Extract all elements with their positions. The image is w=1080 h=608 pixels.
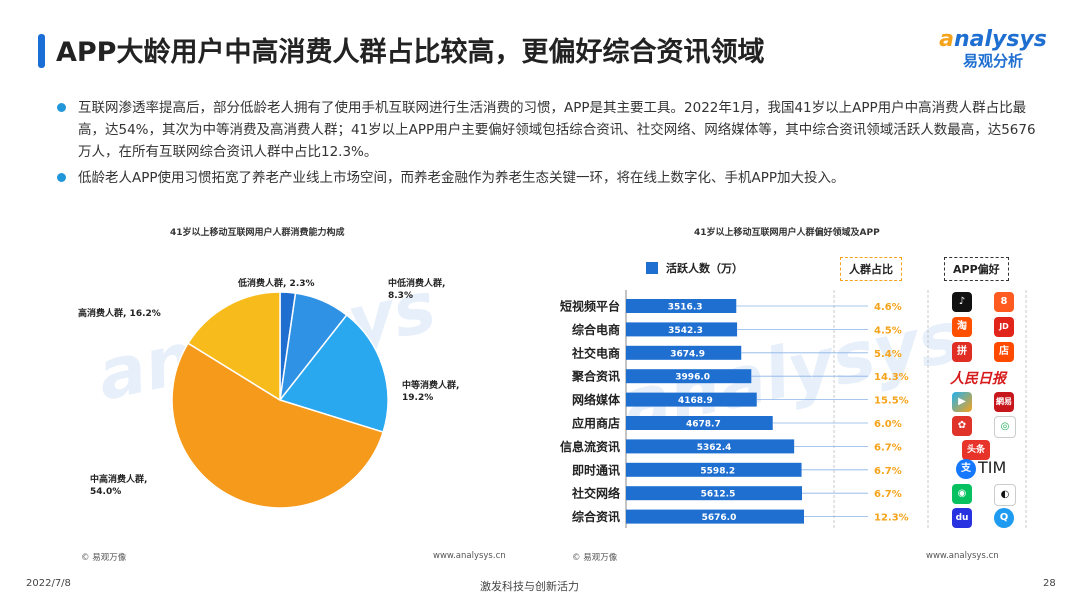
bullet-dot-icon [57, 173, 66, 182]
pie-slice-3 [171, 342, 385, 509]
bar-chart-title: 41岁以上移动互联网用户人群偏好领域及APP [694, 228, 880, 238]
bar-7 [626, 462, 802, 477]
netease-icon: 網易 [994, 392, 1014, 412]
summary-bullets: 互联网渗透率提高后，部分低龄老人拥有了使用手机互联网进行生活消费的习惯，APP是… [52, 97, 1042, 193]
pie-label-4: 高消费人群, 16.2% [78, 307, 161, 319]
bar-category-9: 综合资讯 [572, 509, 620, 524]
bar-share-8: 6.7% [874, 489, 902, 500]
pie-label-1: 中低消费人群, 8.3% [388, 277, 445, 301]
bar-value-7: 5598.2 [700, 466, 735, 476]
bar-5 [626, 416, 773, 430]
bar-category-3: 聚合资讯 [571, 369, 620, 384]
logo-a: a [939, 27, 954, 52]
bar-3 [626, 369, 752, 384]
footer-slogan: 激发科技与创新活力 [480, 580, 579, 593]
legend-app-preference: APP偏好 [944, 257, 1009, 281]
bullet-1: 互联网渗透率提高后，部分低龄老人拥有了使用手机互联网进行生活消费的习惯，APP是… [52, 97, 1042, 163]
bar-6 [626, 439, 795, 454]
left-copyright: © 易观万像 [81, 553, 127, 563]
baidu-icon: du [952, 508, 972, 528]
pie-label-2: 中等消费人群, 19.2% [402, 379, 459, 403]
bar-share-5: 6.0% [874, 419, 902, 430]
page-title: APP大龄用户中高消费人群占比较高，更偏好综合资讯领域 [56, 37, 765, 68]
bar-value-0: 3516.3 [668, 303, 703, 313]
pie-label-3: 中高消费人群, 54.0% [90, 473, 147, 497]
bar-value-9: 5676.0 [702, 513, 737, 523]
bar-category-2: 社交电商 [571, 345, 620, 360]
legend-swatch [646, 262, 658, 274]
right-url: www.analysys.cn [926, 551, 999, 561]
left-url: www.analysys.cn [433, 551, 506, 561]
bar-category-0: 短视频平台 [560, 299, 620, 314]
bar-value-8: 5612.5 [701, 490, 736, 500]
pie-label-0: 低消费人群, 2.3% [237, 277, 315, 289]
legend-active-users-label: 活跃人数（万） [666, 262, 743, 275]
bar-share-1: 4.5% [874, 325, 902, 336]
bar-share-9: 12.3% [874, 513, 909, 524]
huawei-appgallery-icon: ✿ [952, 416, 972, 436]
bar-value-4: 4168.9 [678, 396, 713, 406]
bar-9 [626, 509, 804, 524]
title-accent-bar [38, 34, 45, 68]
jd-icon: JD [994, 317, 1014, 337]
bar-value-1: 3542.3 [668, 326, 703, 336]
diantao-icon: 店 [994, 342, 1014, 362]
bar-8 [626, 486, 803, 501]
bar-share-6: 6.7% [874, 442, 902, 453]
bar-category-4: 网络媒体 [572, 392, 621, 407]
bar-category-6: 信息流资讯 [560, 439, 620, 454]
legend-share: 人群占比 [840, 257, 902, 281]
douyin-icon: ♪ [952, 292, 972, 312]
bar-0 [626, 299, 737, 313]
alipay-icon: 支 [956, 459, 976, 479]
app360-icon: ◎ [994, 416, 1016, 438]
bar-4 [626, 392, 757, 407]
bar-1 [626, 322, 738, 337]
bar-share-2: 5.4% [874, 349, 902, 360]
bar-value-6: 5362.4 [697, 443, 732, 453]
bullet-2: 低龄老人APP使用习惯拓宽了养老产业线上市场空间，而养老金融作为养老生态关键一环… [52, 167, 1042, 189]
tim-icon: TIM [978, 458, 1007, 477]
toutiao-icon: 头条 [962, 440, 990, 460]
bullet-1-text: 互联网渗透率提高后，部分低龄老人拥有了使用手机互联网进行生活消费的习惯，APP是… [78, 100, 1036, 160]
bar-category-5: 应用商店 [572, 416, 620, 431]
qqbrowser-icon: Q [994, 508, 1014, 528]
taobao-icon: 淘 [952, 317, 972, 337]
logo-word: nalysys [953, 27, 1047, 52]
pie-chart-title: 41岁以上移动互联网用户人群消费能力构成 [170, 228, 345, 238]
right-copyright: © 易观万像 [572, 553, 618, 563]
bar-category-7: 即时通讯 [572, 462, 620, 477]
bar-category-1: 综合电商 [572, 322, 620, 337]
bar-share-0: 4.6% [874, 302, 902, 313]
legend-active-users: 活跃人数（万） [646, 260, 743, 276]
pie-slice-2 [278, 314, 389, 434]
bullet-dot-icon [57, 103, 66, 112]
logo-cn: 易观分析 [962, 52, 1023, 70]
analysys-logo: analysys 易观分析 [934, 27, 1052, 71]
pie-slice-4 [187, 291, 281, 402]
bullet-2-text: 低龄老人APP使用习惯拓宽了养老产业线上市场空间，而养老金融作为养老生态关键一环… [78, 170, 845, 186]
tencent-video-icon: ▶ [952, 392, 972, 412]
peoples-daily-icon: 人民日报 [950, 371, 1006, 387]
footer-date: 2022/7/8 [26, 578, 71, 589]
page-number: 28 [1043, 578, 1056, 589]
bar-share-7: 6.7% [874, 466, 902, 477]
bar-share-4: 15.5% [874, 396, 909, 407]
bar-2 [626, 345, 742, 360]
kuaishou-icon: 8 [994, 292, 1014, 312]
bar-share-3: 14.3% [874, 372, 909, 383]
bar-value-3: 3996.0 [675, 373, 710, 383]
wechat-icon: ◉ [952, 484, 972, 504]
bar-value-2: 3674.9 [670, 349, 705, 359]
qq-icon: ◐ [994, 484, 1016, 506]
pdd-icon: 拼 [952, 342, 972, 362]
bar-category-8: 社交网络 [571, 486, 620, 501]
bar-value-5: 4678.7 [686, 420, 721, 430]
